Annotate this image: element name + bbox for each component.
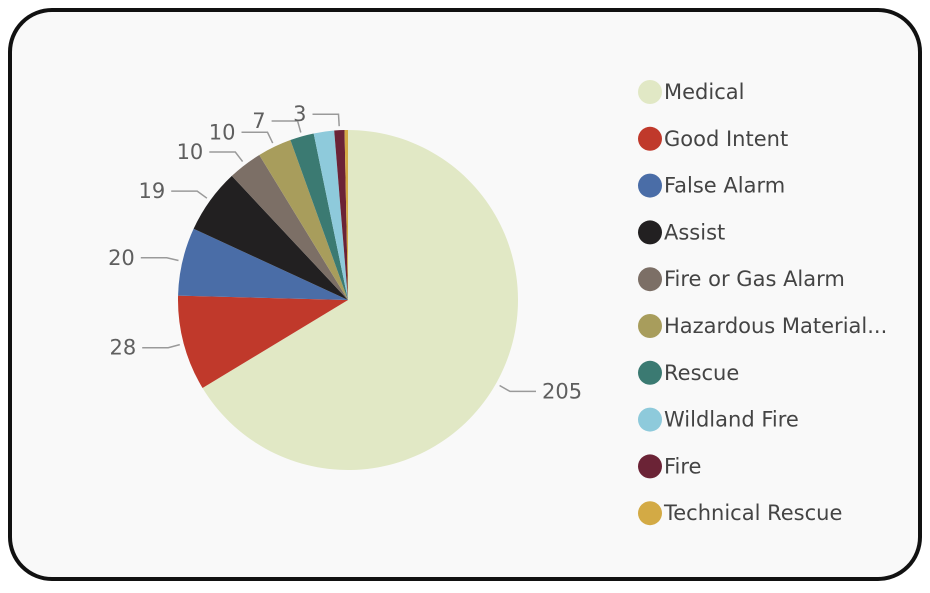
- pie-slice-good-intent[interactable]: [177, 295, 348, 388]
- leader-line-false-alarm: [140, 257, 179, 262]
- pie-slice-medical[interactable]: [202, 130, 518, 471]
- legend-item-medical[interactable]: Medical: [638, 80, 744, 104]
- leader-line-good-intent: [142, 343, 180, 349]
- legend-label-assist: Assist: [664, 220, 725, 244]
- legend-item-hazardous-material[interactable]: Hazardous Material...: [638, 314, 887, 338]
- data-label-fire-or-gas-alarm: 10: [177, 140, 204, 164]
- leader-line-assist: [171, 190, 208, 199]
- legend-label-wildland-fire: Wildland Fire: [664, 408, 799, 432]
- legend-swatch-assist: [638, 220, 662, 245]
- legend-label-rescue: Rescue: [664, 361, 739, 385]
- leader-line-fire: [312, 113, 340, 127]
- legend-swatch-hazardous-material: [638, 314, 662, 338]
- pie-slice-assist[interactable]: [193, 175, 348, 300]
- data-label-fire: 3: [293, 102, 306, 126]
- legend-item-assist[interactable]: Assist: [638, 220, 725, 245]
- data-label-medical: 205: [542, 379, 582, 403]
- data-label-hazardous-material: 10: [209, 120, 236, 144]
- legend-swatch-rescue: [638, 360, 662, 385]
- leader-line-hazardous-material: [241, 131, 274, 144]
- legend-swatch-fire-or-gas-alarm: [638, 267, 662, 292]
- legend-swatch-good-intent: [638, 126, 662, 151]
- legend-label-medical: Medical: [664, 80, 744, 104]
- legend-label-false-alarm: False Alarm: [664, 174, 785, 198]
- pie-slice-fire[interactable]: [334, 130, 348, 300]
- legend-label-hazardous-material: Hazardous Material...: [664, 314, 887, 338]
- legend-item-fire-or-gas-alarm[interactable]: Fire or Gas Alarm: [638, 267, 845, 292]
- pie-slice-fire-or-gas-alarm[interactable]: [231, 154, 348, 300]
- legend-label-fire-or-gas-alarm: Fire or Gas Alarm: [664, 267, 845, 291]
- legend-swatch-wildland-fire: [638, 407, 662, 432]
- legend-swatch-false-alarm: [638, 173, 662, 198]
- leader-line-rescue: [271, 120, 302, 133]
- legend-item-good-intent[interactable]: Good Intent: [638, 126, 788, 151]
- legend-item-fire[interactable]: Fire: [638, 454, 701, 479]
- legend-item-wildland-fire[interactable]: Wildland Fire: [638, 407, 799, 432]
- data-label-false-alarm: 20: [108, 246, 135, 270]
- data-label-good-intent: 28: [109, 336, 136, 360]
- pie-slice-false-alarm[interactable]: [178, 228, 348, 300]
- legend-label-fire: Fire: [664, 454, 701, 478]
- pie-slices: [177, 130, 518, 471]
- pie-slice-wildland-fire[interactable]: [313, 130, 348, 300]
- pie-slice-rescue[interactable]: [290, 133, 348, 301]
- pie-slice-technical-rescue[interactable]: [344, 130, 348, 300]
- pie-slice-hazardous-material[interactable]: [259, 140, 348, 300]
- data-label-assist: 19: [138, 179, 165, 203]
- leader-line-fire-or-gas-alarm: [209, 151, 244, 163]
- leader-line-medical: [499, 384, 536, 393]
- data-label-rescue: 7: [252, 109, 265, 133]
- legend-item-false-alarm[interactable]: False Alarm: [638, 173, 785, 198]
- legend-swatch-technical-rescue: [638, 501, 662, 526]
- legend-label-technical-rescue: Technical Rescue: [663, 501, 842, 525]
- legend-item-technical-rescue[interactable]: Technical Rescue: [638, 501, 842, 526]
- legend-label-good-intent: Good Intent: [664, 127, 788, 151]
- legend-swatch-medical: [638, 80, 662, 104]
- leader-lines: [140, 113, 536, 393]
- legend-swatch-fire: [638, 454, 662, 479]
- legend-item-rescue[interactable]: Rescue: [638, 360, 739, 385]
- legend[interactable]: Medical Good Intent False Alarm Assist Fire …: [638, 80, 887, 526]
